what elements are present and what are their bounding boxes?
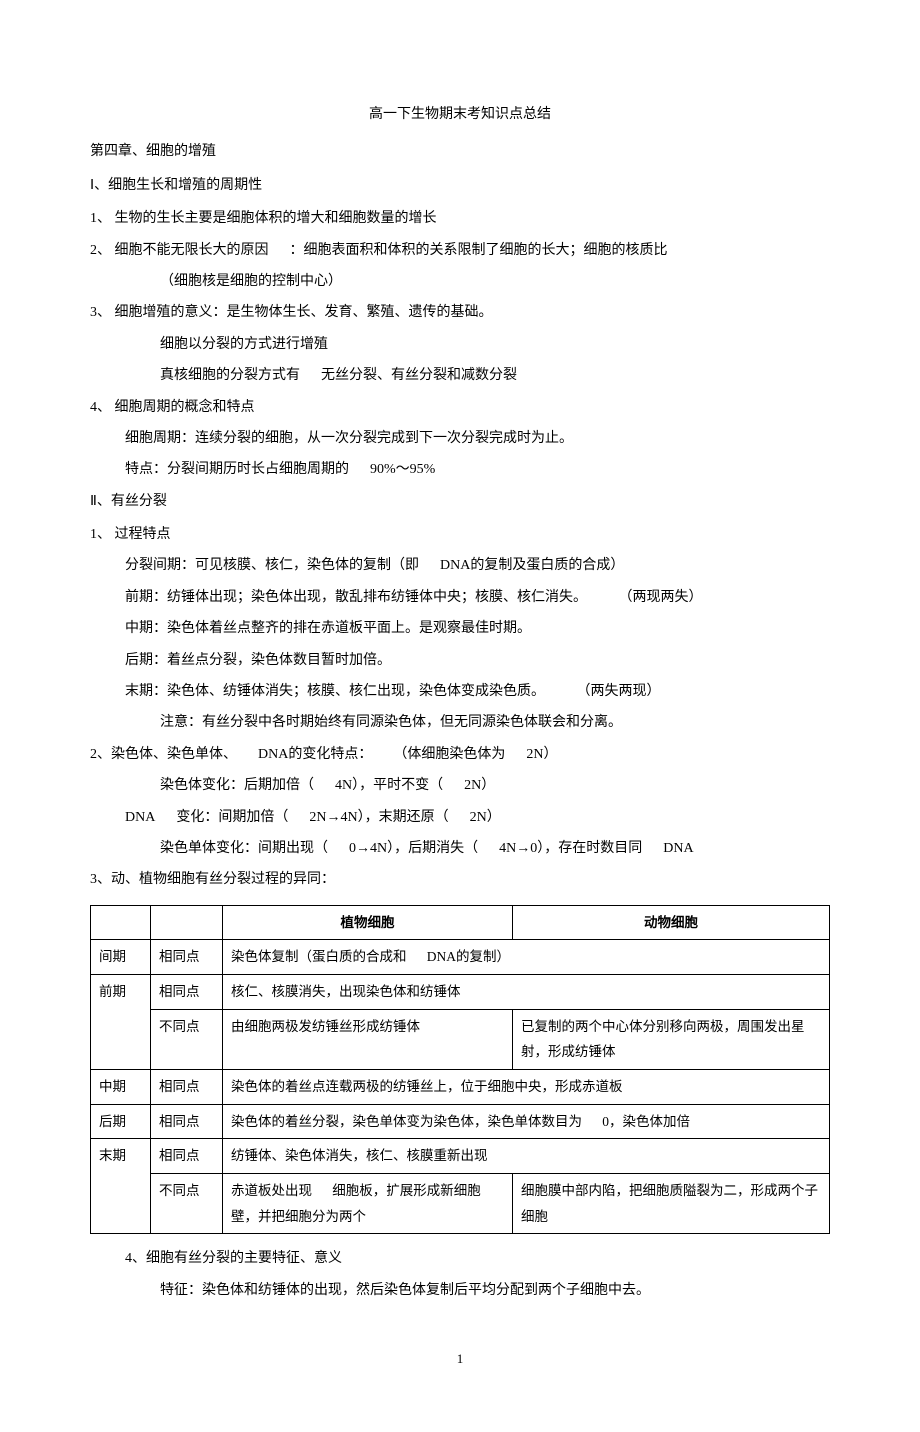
table-row: 植物细胞 动物细胞: [91, 905, 830, 940]
r5b-plant-a: 赤道板处出现: [231, 1183, 312, 1198]
s2-i2b-a: 染色体变化：后期加倍（: [160, 778, 314, 793]
cell-kind: 相同点: [151, 940, 223, 975]
s1-item-3a: 3、 细胞增殖的意义：是生物体生长、发育、繁殖、遗传的基础。: [90, 298, 830, 327]
s2-item-3: 3、动、植物细胞有丝分裂过程的异同：: [90, 865, 830, 894]
s1-item-2c: （细胞核是细胞的控制中心）: [90, 267, 830, 296]
s2-i2c-d: 2N）: [470, 810, 501, 825]
table-row: 前期 相同点 核仁、核膜消失，出现染色体和纺锤体: [91, 975, 830, 1010]
cell-phase: 间期: [91, 940, 151, 975]
section-2-heading: Ⅱ、有丝分裂: [90, 487, 830, 516]
s2-item-1c: 前期：纺锤体出现；染色体出现，散乱排布纺锤体中央；核膜、核仁消失。 （两现两失）: [90, 583, 830, 612]
r1-a: 染色体复制（蛋白质的合成和: [231, 949, 407, 964]
s2-i2d-d: DNA: [663, 841, 693, 856]
s2-item-1b: 分裂间期：可见核膜、核仁，染色体的复制（即 DNA的复制及蛋白质的合成）: [90, 551, 830, 580]
s1-item-4a: 4、 细胞周期的概念和特点: [90, 393, 830, 422]
s1-item-4c: 特点：分裂间期历时长占细胞周期的 90%～95%: [90, 455, 830, 484]
cell-animal: 细胞膜中部内陷，把细胞质隘裂为二，形成两个子细胞: [513, 1173, 830, 1233]
cell-kind: 相同点: [151, 975, 223, 1010]
cell-kind: 不同点: [151, 1173, 223, 1233]
cell-merged: 染色体的着丝分裂，染色单体变为染色体，染色单体数目为 0，染色体加倍: [223, 1104, 830, 1139]
s1-i2-text-b: ：细胞表面积和体积的关系限制了细胞的长大；细胞的核质比: [290, 243, 668, 258]
s2-i1c-a: 前期：纺锤体出现；染色体出现，散乱排布纺锤体中央；核膜、核仁消失。: [125, 590, 587, 605]
cell-merged: 纺锤体、染色体消失，核仁、核膜重新出现: [223, 1139, 830, 1174]
s2-item-1a: 1、 过程特点: [90, 520, 830, 549]
table-row: 不同点 由细胞两极发纺锤丝形成纺锤体 已复制的两个中心体分别移向两极，周围发出星…: [91, 1009, 830, 1069]
s2-i1c-b: （两现两失）: [619, 583, 703, 612]
s1-i4c-b: 90%～95%: [370, 462, 435, 477]
s2-i1f-a: 末期：染色体、纺锤体消失；核膜、核仁出现，染色体变成染色质。: [125, 684, 545, 699]
r1-b: DNA的复制）: [427, 949, 510, 964]
s2-i2c-a: DNA: [125, 810, 155, 825]
s2-i2a-b: DNA的变化特点：: [258, 747, 372, 762]
cell-kind: 相同点: [151, 1069, 223, 1104]
s1-item-1: 1、 生物的生长主要是细胞体积的增大和细胞数量的增长: [90, 204, 830, 233]
s2-i2b-b: 4N），平时不变（: [335, 778, 443, 793]
s2-i2a-c: （体细胞染色体为: [393, 747, 505, 762]
table-row: 间期 相同点 染色体复制（蛋白质的合成和 DNA的复制）: [91, 940, 830, 975]
table-row: 后期 相同点 染色体的着丝分裂，染色单体变为染色体，染色单体数目为 0，染色体加倍: [91, 1104, 830, 1139]
doc-title: 高一下生物期末考知识点总结: [90, 100, 830, 129]
s2-i2d-b: 0→4N），后期消失（: [349, 841, 478, 856]
cell-phase: 前期: [91, 975, 151, 1070]
s2-i2d-c: 4N→0），存在时数目同: [499, 841, 642, 856]
cell-kind: 相同点: [151, 1104, 223, 1139]
s2-item-1e: 后期：着丝点分裂，染色体数目暂时加倍。: [90, 646, 830, 675]
s2-item-1d: 中期：染色体着丝点整齐的排在赤道板平面上。是观察最佳时期。: [90, 614, 830, 643]
s3-item-4b: 特征：染色体和纺锤体的出现，然后染色体复制后平均分配到两个子细胞中去。: [90, 1276, 830, 1305]
s1-i3c-b: 无丝分裂、有丝分裂和减数分裂: [321, 368, 517, 383]
s3-item-4a: 4、细胞有丝分裂的主要特征、意义: [90, 1244, 830, 1273]
s1-item-2a: 2、 细胞不能无限长大的原因 ：细胞表面积和体积的关系限制了细胞的长大；细胞的核质…: [90, 236, 830, 265]
cell-merged: 染色体复制（蛋白质的合成和 DNA的复制）: [223, 940, 830, 975]
cell-merged: 染色体的着丝点连载两极的纺锤丝上，位于细胞中央，形成赤道板: [223, 1069, 830, 1104]
s2-item-1g: 注意：有丝分裂中各时期始终有同源染色体，但无同源染色体联会和分离。: [90, 708, 830, 737]
s2-i2b-c: 2N）: [464, 778, 495, 793]
s2-i1b-b: DNA的复制及蛋白质的合成）: [440, 558, 624, 573]
s1-i4c-a: 特点：分裂间期历时长占细胞周期的: [125, 462, 349, 477]
s2-i2d-a: 染色单体变化：间期出现（: [160, 841, 328, 856]
s2-i2c-b: 变化：间期加倍（: [176, 810, 288, 825]
cell-kind: 相同点: [151, 1139, 223, 1174]
mitosis-compare-table: 植物细胞 动物细胞 间期 相同点 染色体复制（蛋白质的合成和 DNA的复制） 前期…: [90, 905, 830, 1234]
cell-phase: 后期: [91, 1104, 151, 1139]
cell-merged: 核仁、核膜消失，出现染色体和纺锤体: [223, 975, 830, 1010]
s2-i2a-a: 2、染色体、染色单体、: [90, 747, 237, 762]
r4-a: 染色体的着丝分裂，染色单体变为染色体，染色单体数目为: [231, 1114, 582, 1129]
s1-i3c-a: 真核细胞的分裂方式有: [160, 368, 300, 383]
cell-phase: 中期: [91, 1069, 151, 1104]
s2-item-2b: 染色体变化：后期加倍（ 4N），平时不变（ 2N）: [90, 771, 830, 800]
cell-animal: 已复制的两个中心体分别移向两极，周围发出星射，形成纺锤体: [513, 1009, 830, 1069]
s2-item-2d: 染色单体变化：间期出现（ 0→4N），后期消失（ 4N→0），存在时数目同 DNA: [90, 834, 830, 863]
s1-item-3b: 细胞以分裂的方式进行增殖: [90, 330, 830, 359]
table-row: 不同点 赤道板处出现细胞板，扩展形成新细胞壁，并把细胞分为两个 细胞膜中部内陷，…: [91, 1173, 830, 1233]
cell-kind: 不同点: [151, 1009, 223, 1069]
s2-item-1f: 末期：染色体、纺锤体消失；核膜、核仁出现，染色体变成染色质。 （两失两现）: [90, 677, 830, 706]
th-animal: 动物细胞: [513, 905, 830, 940]
cell-plant: 由细胞两极发纺锤丝形成纺锤体: [223, 1009, 513, 1069]
r4-b: 0，染色体加倍: [602, 1114, 690, 1129]
section-1-heading: Ⅰ、细胞生长和增殖的周期性: [90, 171, 830, 200]
s1-i2-text-a: 2、 细胞不能无限长大的原因: [90, 243, 269, 258]
chapter-heading: 第四章、细胞的增殖: [90, 137, 830, 166]
s1-item-3c: 真核细胞的分裂方式有 无丝分裂、有丝分裂和减数分裂: [90, 361, 830, 390]
s2-i1f-b: （两失两现）: [577, 677, 661, 706]
table-row: 末期 相同点 纺锤体、染色体消失，核仁、核膜重新出现: [91, 1139, 830, 1174]
page-number: 1: [90, 1345, 830, 1372]
th-plant: 植物细胞: [223, 905, 513, 940]
s2-i2a-d: 2N）: [526, 747, 557, 762]
s2-i1b-a: 分裂间期：可见核膜、核仁，染色体的复制（即: [125, 558, 419, 573]
s2-i2c-c: 2N→4N），末期还原（: [309, 810, 448, 825]
s1-item-4b: 细胞周期：连续分裂的细胞，从一次分裂完成到下一次分裂完成时为止。: [90, 424, 830, 453]
s2-item-2c: DNA 变化：间期加倍（ 2N→4N），末期还原（ 2N）: [90, 803, 830, 832]
s2-item-2a: 2、染色体、染色单体、 DNA的变化特点： （体细胞染色体为 2N）: [90, 740, 830, 769]
table-row: 中期 相同点 染色体的着丝点连载两极的纺锤丝上，位于细胞中央，形成赤道板: [91, 1069, 830, 1104]
cell-plant: 赤道板处出现细胞板，扩展形成新细胞壁，并把细胞分为两个: [223, 1173, 513, 1233]
cell-phase: 末期: [91, 1139, 151, 1234]
